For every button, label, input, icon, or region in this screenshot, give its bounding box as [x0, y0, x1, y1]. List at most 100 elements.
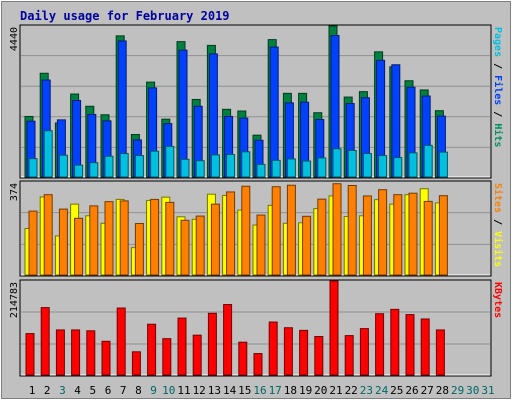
- bar-visits-sites-day-11: [180, 219, 190, 276]
- bar-kbytes-kbytes-day-4: [71, 329, 81, 376]
- x-tick-day-4: 4: [74, 384, 81, 397]
- x-tick-day-6: 6: [105, 384, 112, 397]
- x-tick-day-29: 29: [451, 384, 464, 397]
- bar-hits-pages-day-12: [195, 160, 205, 178]
- bar-kbytes-kbytes-day-22: [344, 335, 354, 376]
- bar-kbytes-kbytes-day-10: [162, 338, 172, 376]
- bar-visits-sites-day-12: [195, 215, 205, 276]
- bar-visits-sites-day-28: [438, 195, 448, 276]
- bar-kbytes-kbytes-day-25: [390, 308, 400, 376]
- bar-hits-pages-day-9: [150, 150, 160, 178]
- bar-visits-sites-day-9: [150, 198, 160, 276]
- bar-hits-pages-day-6: [104, 155, 114, 178]
- x-tick-day-25: 25: [390, 384, 403, 397]
- bar-hits-pages-day-13: [210, 154, 220, 178]
- bar-hits-pages-day-20: [317, 157, 327, 178]
- bar-kbytes-kbytes-day-24: [375, 313, 385, 376]
- x-tick-day-8: 8: [135, 384, 142, 397]
- legend-item-hits-0: Pages: [492, 27, 503, 57]
- x-tick-day-31: 31: [481, 384, 494, 397]
- legend-item-visits-2: Visits: [492, 231, 504, 267]
- x-tick-day-28: 28: [436, 384, 449, 397]
- bar-kbytes-kbytes-day-20: [314, 335, 324, 376]
- x-tick-day-1: 1: [29, 384, 36, 397]
- bar-kbytes-kbytes-day-26: [405, 314, 415, 376]
- bar-visits-sites-day-17: [271, 186, 281, 276]
- x-tick-day-17: 17: [269, 384, 282, 397]
- x-tick-day-24: 24: [375, 384, 389, 397]
- bar-kbytes-kbytes-day-17: [268, 321, 278, 376]
- x-tick-day-15: 15: [238, 384, 251, 397]
- bar-visits-sites-day-23: [362, 195, 372, 276]
- bar-kbytes-kbytes-day-7: [116, 307, 126, 376]
- bar-hits-pages-day-18: [286, 158, 296, 178]
- bar-hits-pages-day-8: [134, 155, 144, 178]
- bar-kbytes-kbytes-day-14: [223, 304, 233, 376]
- bar-hits-pages-day-5: [89, 162, 99, 178]
- bar-kbytes-kbytes-day-28: [435, 329, 445, 376]
- bar-hits-pages-day-19: [302, 160, 312, 178]
- bar-visits-sites-day-21: [332, 183, 342, 276]
- bar-hits-pages-day-26: [408, 152, 418, 178]
- x-tick-day-21: 21: [329, 384, 342, 397]
- bar-kbytes-kbytes-day-16: [253, 353, 263, 376]
- bar-hits-pages-day-24: [378, 155, 388, 178]
- legend-item-hits-3: /: [492, 105, 503, 123]
- legend-kbytes: KBytes: [492, 282, 503, 318]
- bar-kbytes-kbytes-day-23: [359, 328, 369, 376]
- bar-hits-pages-day-1: [28, 158, 38, 178]
- x-tick-day-19: 19: [299, 384, 312, 397]
- bar-visits-sites-day-14: [226, 191, 236, 276]
- x-tick-day-22: 22: [345, 384, 358, 397]
- bar-visits-sites-day-25: [393, 194, 403, 276]
- bar-visits-sites-day-15: [241, 185, 251, 276]
- legend-item-kbytes-0: KBytes: [492, 282, 503, 318]
- bar-visits-sites-day-22: [347, 184, 357, 276]
- bar-hits-pages-day-22: [347, 149, 357, 178]
- bar-visits-sites-day-13: [210, 203, 220, 276]
- bar-hits-pages-day-14: [226, 154, 236, 178]
- bar-hits-pages-day-23: [362, 153, 372, 178]
- bar-kbytes-kbytes-day-19: [299, 329, 309, 376]
- bar-hits-files-day-11: [178, 49, 188, 178]
- bar-hits-pages-day-28: [438, 151, 448, 178]
- bar-kbytes-kbytes-day-8: [131, 351, 141, 376]
- x-tick-day-18: 18: [284, 384, 297, 397]
- bar-kbytes-kbytes-day-21: [329, 280, 339, 376]
- bar-visits-sites-day-4: [74, 217, 84, 276]
- bar-hits-pages-day-16: [256, 163, 266, 178]
- bar-hits-pages-day-2: [43, 130, 53, 178]
- bar-kbytes-kbytes-day-18: [283, 327, 293, 376]
- legend-item-visits-1: /: [492, 213, 503, 231]
- x-tick-day-12: 12: [193, 384, 206, 397]
- y-max-label-visits: 374: [9, 183, 20, 201]
- x-tick-day-5: 5: [89, 384, 96, 397]
- bar-hits-pages-day-7: [119, 153, 129, 178]
- series-visits-sites: [28, 183, 448, 276]
- legend-visits: Sites / Visits: [492, 183, 504, 267]
- x-tick-day-9: 9: [150, 384, 157, 397]
- bar-visits-sites-day-20: [317, 198, 327, 276]
- legend-item-visits-0: Sites: [492, 183, 504, 213]
- x-tick-day-23: 23: [360, 384, 373, 397]
- bar-hits-pages-day-3: [58, 154, 68, 178]
- x-tick-day-30: 30: [466, 384, 479, 397]
- bar-visits-sites-day-16: [256, 214, 266, 276]
- series-kbytes-kbytes: [25, 280, 445, 376]
- panel-visits: 374 Sites / Visits: [9, 180, 504, 277]
- panel-hits: 4440 Pages / Files / Hits: [9, 24, 504, 179]
- x-tick-day-13: 13: [208, 384, 221, 397]
- bar-kbytes-kbytes-day-13: [207, 312, 217, 376]
- bar-visits-sites-day-7: [119, 200, 129, 276]
- bar-hits-pages-day-25: [393, 157, 403, 178]
- bar-visits-sites-day-5: [89, 205, 99, 276]
- legend-item-hits-4: Hits: [492, 123, 504, 147]
- bar-hits-pages-day-10: [165, 145, 175, 178]
- x-tick-day-14: 14: [223, 384, 237, 397]
- bar-visits-sites-day-26: [408, 192, 418, 276]
- bar-visits-sites-day-6: [104, 201, 114, 276]
- x-tick-day-16: 16: [253, 384, 266, 397]
- x-tick-day-27: 27: [421, 384, 434, 397]
- bar-hits-pages-day-27: [423, 144, 433, 178]
